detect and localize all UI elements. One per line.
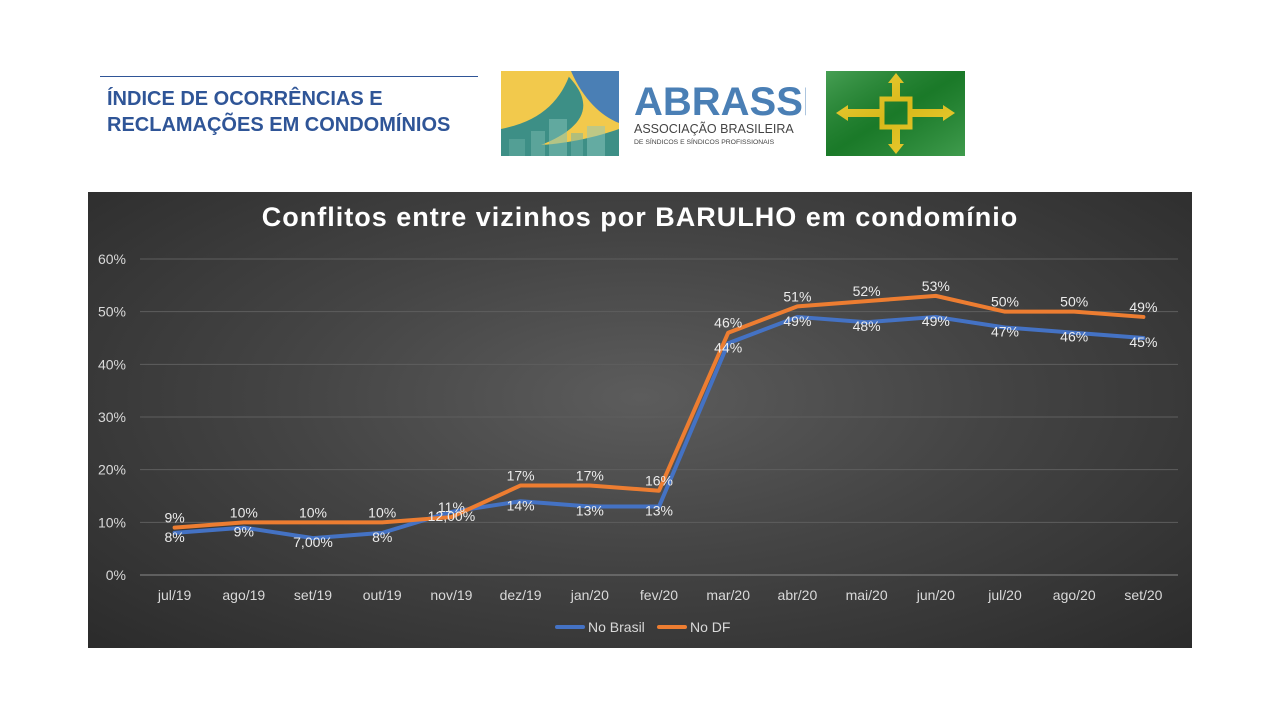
y-axis-ticks: 0% 10% 20% 30% 40% 50% 60% [98,251,126,583]
data-label: 46% [1060,329,1088,345]
gridlines [140,258,1178,576]
page-title: ÍNDICE DE OCORRÊNCIAS E RECLAMAÇÕES EM C… [107,86,487,138]
data-label: 46% [714,315,742,331]
y-tick-label: 30% [98,409,126,425]
logo-tagline2: DE SÍNDICOS E SÍNDICOS PROFISSIONAIS [634,137,775,146]
data-label: 9% [164,510,184,526]
x-tick-label: fev/20 [640,587,678,603]
x-tick-label: jul/19 [157,587,192,603]
x-tick-label: jun/20 [916,587,955,603]
data-label: 8% [164,529,184,545]
x-tick-label: jul/20 [987,587,1022,603]
data-label: 14% [507,497,535,513]
data-label: 16% [645,473,673,489]
x-tick-label: dez/19 [500,587,542,603]
chart-area [88,192,1192,648]
y-tick-label: 50% [98,304,126,320]
page-title-line2: RECLAMAÇÕES EM CONDOMÍNIOS [107,114,451,136]
chart-title-text: Conflitos entre vizinhos por BARULHO em … [261,202,1019,232]
data-label: 50% [1060,294,1088,310]
x-tick-label: mai/20 [846,587,888,603]
y-tick-label: 40% [98,356,126,372]
abrassp-logo: ABRASSP ASSOCIAÇÃO BRASILEIRA DE SÍNDICO… [501,71,806,156]
data-label: 13% [576,503,604,519]
data-label: 49% [783,313,811,329]
data-label: 9% [234,524,254,540]
data-label: 12,00% [428,508,475,524]
data-label: 50% [991,294,1019,310]
data-label: 49% [1129,299,1157,315]
legend-label: No Brasil [588,619,645,635]
x-tick-label: set/20 [1124,587,1162,603]
y-tick-label: 0% [106,567,126,583]
y-tick-label: 20% [98,462,126,478]
y-tick-label: 10% [98,514,126,530]
header-divider [100,76,478,77]
logo-tagline1: ASSOCIAÇÃO BRASILEIRA [634,122,794,136]
chart-title: Conflitos entre vizinhos por BARULHO em … [0,202,1280,233]
data-labels: 8% 9% 7,00% 8% 12,00% 14% 13% 13% 44% 49% 48% 49% 47… [164,278,1157,550]
data-label: 52% [853,283,881,299]
series-line-no-df [172,293,1146,530]
logo-name: ABRASSP [634,80,806,124]
legend: No Brasil No DF [555,619,730,635]
data-label: 53% [922,278,950,294]
x-tick-label: ago/20 [1053,587,1096,603]
page-title-line1: ÍNDICE DE OCORRÊNCIAS E [107,88,383,110]
data-label: 8% [372,529,392,545]
data-label: 45% [1129,334,1157,350]
x-tick-label: jan/20 [570,587,609,603]
legend-label: No DF [690,619,730,635]
series-lines [172,293,1146,541]
x-tick-label: nov/19 [430,587,472,603]
data-label: 49% [922,313,950,329]
data-label: 10% [368,504,396,520]
x-axis-ticks: jul/19 ago/19 set/19 out/19 nov/19 dez/19 jan/… [157,587,1163,603]
data-label: 13% [645,503,673,519]
data-label: 44% [714,339,742,355]
data-label: 48% [853,318,881,334]
data-label: 7,00% [293,534,333,550]
data-label: 51% [783,288,811,304]
x-tick-label: abr/20 [778,587,818,603]
data-label: 47% [991,323,1019,339]
y-tick-label: 60% [98,251,126,267]
x-tick-label: ago/19 [222,587,265,603]
x-tick-label: set/19 [294,587,332,603]
data-label: 17% [576,467,604,483]
data-label: 10% [299,504,327,520]
data-label: 17% [507,467,535,483]
df-flag-image [826,71,965,156]
x-tick-label: mar/20 [706,587,750,603]
data-label: 10% [230,504,258,520]
x-tick-label: out/19 [363,587,402,603]
data-label: 11% [438,499,465,515]
series-line-no-brasil [172,314,1146,541]
